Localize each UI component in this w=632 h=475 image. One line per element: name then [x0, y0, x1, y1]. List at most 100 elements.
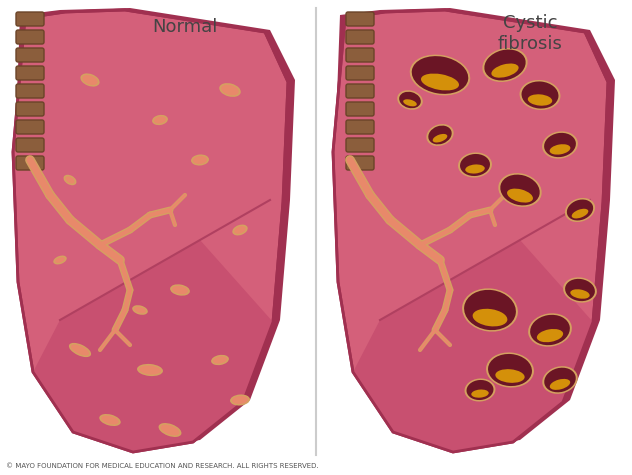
Ellipse shape [484, 49, 526, 80]
Ellipse shape [132, 305, 148, 315]
Polygon shape [335, 8, 615, 450]
Ellipse shape [528, 95, 552, 106]
Ellipse shape [544, 133, 576, 157]
Ellipse shape [159, 423, 181, 437]
Ellipse shape [495, 369, 525, 383]
FancyBboxPatch shape [346, 138, 374, 152]
FancyBboxPatch shape [346, 102, 374, 116]
Polygon shape [33, 240, 273, 452]
Polygon shape [333, 10, 608, 452]
Ellipse shape [219, 83, 241, 97]
Ellipse shape [464, 290, 516, 330]
Ellipse shape [139, 365, 161, 375]
FancyBboxPatch shape [346, 84, 374, 98]
Ellipse shape [161, 425, 179, 436]
FancyBboxPatch shape [346, 156, 374, 170]
FancyBboxPatch shape [16, 84, 44, 98]
FancyBboxPatch shape [346, 66, 374, 80]
Ellipse shape [99, 414, 121, 426]
FancyBboxPatch shape [346, 48, 374, 62]
Ellipse shape [232, 396, 248, 404]
Ellipse shape [507, 189, 533, 203]
Ellipse shape [213, 356, 227, 364]
Ellipse shape [427, 124, 454, 146]
Ellipse shape [71, 344, 89, 356]
Ellipse shape [542, 366, 578, 394]
Ellipse shape [473, 309, 507, 326]
Ellipse shape [567, 200, 593, 220]
Ellipse shape [101, 416, 119, 425]
Ellipse shape [501, 175, 540, 205]
Ellipse shape [399, 92, 421, 108]
Ellipse shape [544, 368, 576, 392]
Ellipse shape [498, 173, 542, 207]
Ellipse shape [565, 198, 595, 222]
FancyBboxPatch shape [16, 156, 44, 170]
Ellipse shape [80, 74, 100, 86]
Ellipse shape [397, 90, 423, 110]
Ellipse shape [191, 154, 209, 165]
Ellipse shape [234, 226, 246, 234]
Ellipse shape [421, 74, 459, 90]
Ellipse shape [82, 75, 98, 85]
Ellipse shape [172, 286, 188, 294]
Ellipse shape [563, 277, 597, 303]
Ellipse shape [565, 279, 595, 301]
Polygon shape [353, 240, 593, 452]
Ellipse shape [542, 132, 578, 159]
Ellipse shape [412, 56, 468, 94]
FancyBboxPatch shape [16, 48, 44, 62]
Ellipse shape [465, 379, 495, 401]
Polygon shape [13, 10, 288, 452]
Ellipse shape [55, 257, 64, 263]
Ellipse shape [528, 314, 572, 347]
Ellipse shape [64, 175, 76, 185]
Ellipse shape [134, 307, 146, 314]
Ellipse shape [53, 256, 67, 265]
Polygon shape [15, 8, 295, 450]
Ellipse shape [154, 116, 166, 124]
Ellipse shape [458, 152, 492, 178]
Ellipse shape [471, 390, 489, 398]
Ellipse shape [491, 64, 519, 78]
Ellipse shape [466, 380, 494, 400]
Ellipse shape [570, 289, 590, 299]
FancyBboxPatch shape [16, 30, 44, 44]
Ellipse shape [530, 315, 570, 345]
Ellipse shape [233, 225, 248, 236]
Ellipse shape [221, 85, 239, 95]
FancyBboxPatch shape [16, 12, 44, 26]
FancyBboxPatch shape [16, 138, 44, 152]
Ellipse shape [482, 48, 528, 82]
Ellipse shape [550, 144, 570, 154]
Ellipse shape [520, 80, 561, 110]
Ellipse shape [403, 99, 417, 106]
Ellipse shape [486, 352, 534, 388]
Ellipse shape [460, 154, 490, 176]
Ellipse shape [433, 134, 447, 142]
Ellipse shape [152, 115, 168, 125]
Ellipse shape [465, 164, 485, 173]
Ellipse shape [230, 394, 250, 406]
Text: © MAYO FOUNDATION FOR MEDICAL EDUCATION AND RESEARCH. ALL RIGHTS RESERVED.: © MAYO FOUNDATION FOR MEDICAL EDUCATION … [6, 463, 319, 469]
Text: Normal: Normal [152, 18, 217, 36]
Ellipse shape [550, 379, 570, 390]
Ellipse shape [462, 288, 518, 332]
Ellipse shape [572, 209, 588, 218]
FancyBboxPatch shape [16, 102, 44, 116]
Ellipse shape [66, 176, 75, 184]
FancyBboxPatch shape [16, 120, 44, 134]
FancyBboxPatch shape [346, 120, 374, 134]
FancyBboxPatch shape [16, 66, 44, 80]
Ellipse shape [537, 329, 563, 342]
Ellipse shape [211, 355, 229, 365]
Text: Cystic
fibrosis: Cystic fibrosis [497, 14, 562, 53]
Ellipse shape [69, 343, 91, 357]
Ellipse shape [521, 81, 559, 109]
FancyBboxPatch shape [346, 30, 374, 44]
Ellipse shape [428, 125, 452, 144]
Ellipse shape [170, 285, 190, 296]
FancyBboxPatch shape [346, 12, 374, 26]
Ellipse shape [193, 156, 207, 164]
Ellipse shape [410, 55, 470, 95]
